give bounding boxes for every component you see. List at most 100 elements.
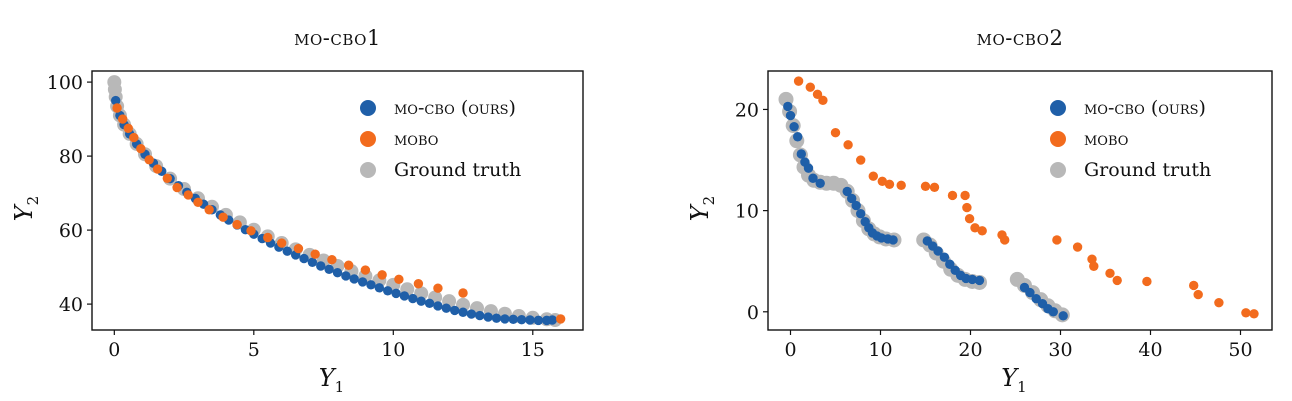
data-point — [193, 197, 203, 208]
data-point — [466, 309, 477, 319]
legend-marker — [1050, 162, 1066, 178]
axes-frame — [91, 70, 584, 331]
data-point — [933, 246, 943, 256]
legend-label: mobo — [394, 128, 438, 150]
y-tick-label: 10 — [735, 201, 759, 223]
data-point — [1142, 276, 1152, 287]
x-tick-label: 40 — [1138, 339, 1162, 361]
series-mobo — [793, 76, 1259, 319]
data-point — [341, 271, 351, 281]
data-point — [204, 205, 214, 215]
data-point — [316, 261, 326, 271]
x-tick-label: 20 — [958, 339, 982, 361]
data-point — [516, 314, 527, 325]
data-point — [117, 114, 128, 124]
data-point — [416, 296, 426, 306]
data-point — [1072, 242, 1083, 252]
data-point — [896, 180, 906, 191]
data-point — [162, 173, 173, 183]
data-point — [449, 305, 460, 316]
data-point — [555, 314, 566, 324]
data-point — [960, 190, 970, 201]
data-point — [433, 301, 443, 311]
x-tick-label: 30 — [1048, 339, 1072, 361]
data-point — [246, 226, 256, 236]
data-point — [1112, 275, 1122, 286]
x-tick-label: 5 — [248, 339, 260, 361]
legend-marker — [360, 100, 376, 116]
chart-title: mo-cbo1 — [294, 26, 381, 50]
data-point — [343, 260, 354, 270]
data-point — [868, 171, 878, 181]
data-point — [414, 286, 429, 301]
y-tick-label: 100 — [47, 72, 83, 94]
data-point — [1241, 308, 1251, 318]
legend-marker — [360, 131, 376, 147]
data-point — [508, 314, 518, 324]
data-point — [282, 246, 292, 256]
data-point — [1105, 268, 1115, 279]
x-tick-label: 0 — [784, 339, 796, 361]
data-point — [877, 176, 887, 186]
data-point — [547, 315, 558, 325]
data-point — [310, 249, 320, 259]
data-point — [112, 103, 122, 113]
data-point — [183, 190, 193, 200]
data-point — [277, 238, 287, 248]
data-point — [483, 312, 493, 322]
data-point — [327, 255, 337, 265]
data-point — [808, 173, 818, 183]
data-point — [377, 270, 387, 280]
data-point — [441, 303, 451, 313]
legend-label: mo-cbo (ours) — [1084, 97, 1206, 119]
data-point — [144, 155, 154, 165]
data-point — [945, 259, 955, 269]
data-point — [299, 253, 309, 264]
y-axis-label: Y2 — [10, 196, 42, 221]
data-point — [783, 101, 793, 112]
data-point — [789, 121, 799, 132]
legend-label: Ground truth — [1084, 159, 1211, 181]
data-point — [129, 132, 139, 143]
data-point — [399, 291, 410, 301]
data-point — [818, 95, 828, 106]
data-point — [136, 144, 146, 154]
data-point — [1000, 235, 1010, 245]
data-point — [1214, 297, 1224, 308]
x-axis-label: Y1 — [1001, 364, 1026, 396]
data-point — [366, 280, 376, 290]
data-point — [947, 190, 958, 201]
data-point — [842, 186, 852, 197]
legend-marker — [1050, 131, 1066, 147]
data-point — [152, 164, 163, 174]
data-point — [1052, 235, 1062, 245]
data-point — [424, 298, 435, 309]
data-point — [123, 123, 133, 134]
data-point — [1058, 311, 1068, 321]
data-point — [408, 293, 418, 304]
data-point — [1025, 287, 1035, 298]
data-point — [815, 178, 825, 188]
data-point — [218, 212, 228, 222]
data-point — [888, 235, 898, 245]
data-point — [793, 76, 804, 86]
axes-frame — [767, 70, 1273, 331]
chart-panel-2: mo-cbo2 0 10 20 30 40 50 0 10 20 Y1 Y2 mo-cbo (ours)… — [686, 26, 1273, 396]
data-point — [349, 274, 359, 284]
data-point — [970, 223, 980, 233]
data-point — [263, 232, 273, 243]
data-point — [458, 288, 468, 298]
data-point — [939, 252, 950, 262]
data-point — [456, 297, 471, 312]
x-tick-label: 10 — [868, 339, 892, 361]
data-point — [324, 264, 334, 275]
series-mo-cbo-ours- — [783, 101, 1068, 321]
data-point — [293, 243, 304, 254]
y-tick-label: 40 — [59, 294, 83, 316]
data-point — [962, 202, 972, 213]
data-point — [977, 226, 987, 236]
data-point — [1048, 307, 1059, 317]
data-point — [491, 313, 502, 323]
